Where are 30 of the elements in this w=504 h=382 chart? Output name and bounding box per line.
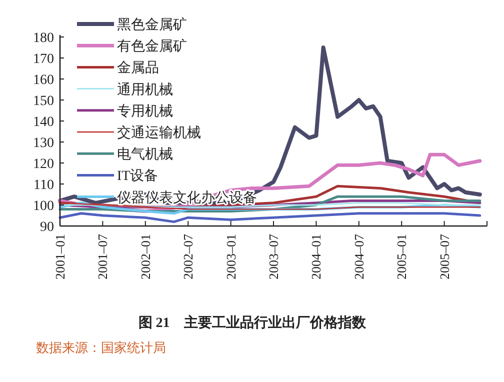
- y-tick-label: 150: [33, 94, 54, 109]
- legend-label: IT设备: [117, 168, 158, 184]
- legend-label: 电气机械: [117, 146, 173, 163]
- y-tick-label: 160: [33, 73, 54, 88]
- y-tick-label: 140: [33, 115, 54, 130]
- x-tick-label: 2005–01: [394, 234, 410, 280]
- legend-label: 金属品: [117, 60, 159, 76]
- legend-label: 黑色金属矿: [117, 17, 187, 33]
- x-tick-label: 2005–07: [436, 234, 452, 280]
- x-tick-label: 2004–01: [308, 234, 324, 280]
- x-tick-label: 2003–07: [266, 234, 281, 280]
- y-tick-label: 180: [33, 31, 54, 46]
- legend-label: 通用机械: [117, 82, 173, 98]
- legend-label: 有色金属矿: [117, 38, 187, 55]
- x-tick-label: 2003–01: [223, 234, 238, 280]
- y-tick-label: 110: [34, 178, 54, 193]
- y-tick-label: 170: [33, 52, 54, 67]
- x-tick-label: 2001–07: [95, 234, 110, 280]
- x-tick-label: 2004–07: [351, 234, 366, 280]
- source-note: 数据来源：国家统计局: [36, 340, 166, 355]
- y-tick-label: 130: [33, 136, 54, 151]
- text: 图 21 主要工业品行业出厂价格指数: [138, 314, 367, 331]
- x-tick-label: 2001–01: [52, 234, 68, 280]
- y-tick-label: 120: [33, 157, 54, 172]
- y-tick-label: 90: [40, 220, 54, 235]
- legend-label: 专用机械: [117, 103, 173, 120]
- x-tick-label: 2002–07: [180, 234, 196, 280]
- y-tick-label: 100: [33, 199, 54, 214]
- x-tick-label: 2002–01: [138, 234, 153, 280]
- legend-label: 交通运输机械: [117, 125, 201, 141]
